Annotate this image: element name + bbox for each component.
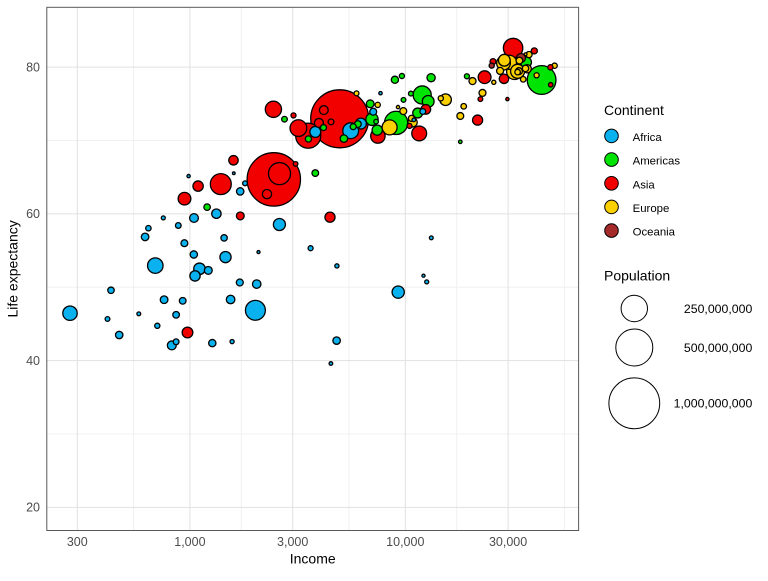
- svg-text:Life expectancy: Life expectancy: [5, 220, 21, 317]
- svg-text:Oceania: Oceania: [633, 227, 676, 239]
- svg-text:300: 300: [67, 535, 88, 549]
- svg-text:Income: Income: [290, 551, 336, 567]
- svg-text:500,000,000: 500,000,000: [684, 341, 753, 355]
- svg-text:20: 20: [26, 501, 40, 515]
- svg-text:Continent: Continent: [604, 102, 664, 118]
- svg-text:1,000,000,000: 1,000,000,000: [674, 397, 753, 411]
- svg-text:1,000: 1,000: [174, 535, 205, 549]
- svg-text:80: 80: [26, 60, 40, 74]
- svg-text:30,000: 30,000: [489, 535, 527, 549]
- svg-text:Population: Population: [604, 268, 670, 284]
- svg-text:60: 60: [26, 207, 40, 221]
- svg-text:250,000,000: 250,000,000: [684, 302, 753, 316]
- svg-text:Africa: Africa: [633, 132, 663, 144]
- svg-text:Americas: Americas: [633, 156, 681, 168]
- svg-text:10,000: 10,000: [386, 535, 424, 549]
- svg-text:Asia: Asia: [633, 179, 656, 191]
- svg-text:40: 40: [26, 354, 40, 368]
- svg-text:Europe: Europe: [633, 203, 670, 215]
- svg-text:3,000: 3,000: [277, 535, 308, 549]
